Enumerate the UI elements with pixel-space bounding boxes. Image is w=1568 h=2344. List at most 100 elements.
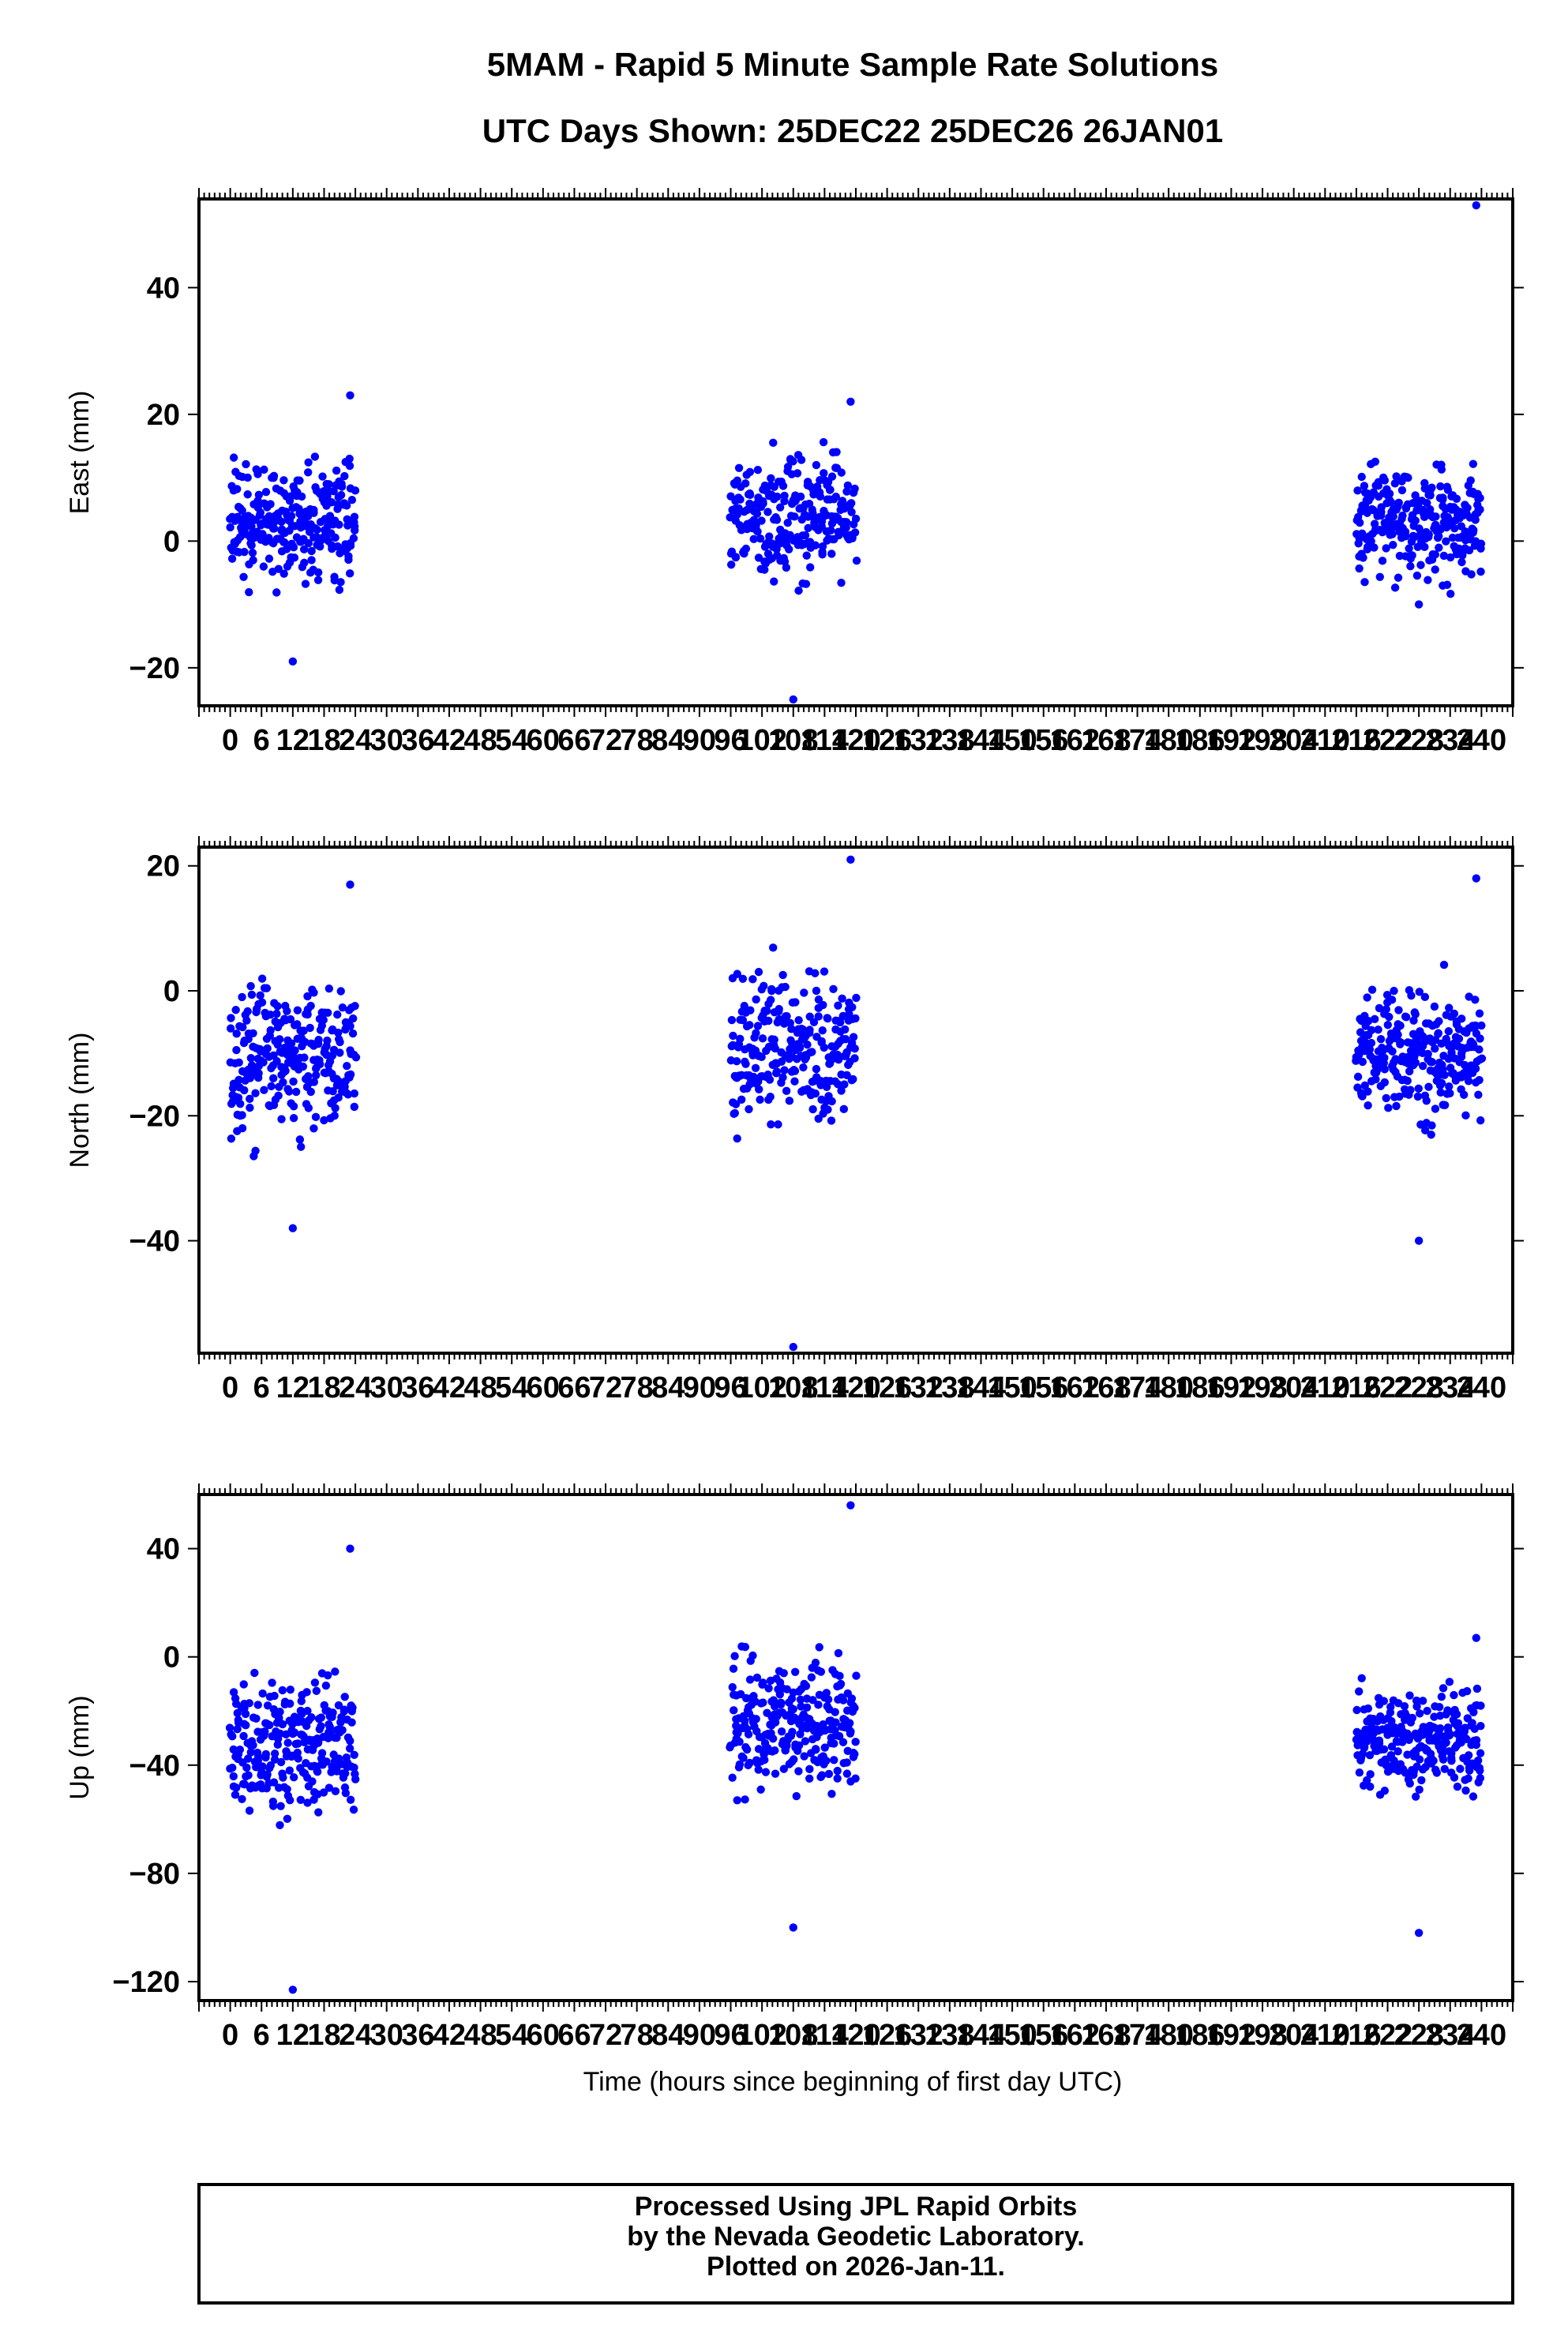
data-point (754, 1765, 763, 1774)
x-tick-label: 174 (1112, 1371, 1162, 1405)
data-point (270, 1749, 279, 1758)
x-tick-label: 216 (1331, 724, 1381, 757)
data-point (760, 981, 768, 991)
data-point (1423, 1706, 1431, 1716)
data-point (1472, 874, 1480, 883)
data-point (333, 1010, 342, 1019)
data-point (284, 1087, 294, 1096)
data-point (1442, 580, 1452, 589)
data-point (313, 525, 321, 534)
data-point (314, 1808, 323, 1817)
data-point (341, 1788, 351, 1798)
data-point (1435, 1017, 1443, 1026)
data-point (801, 579, 811, 588)
data-point (852, 556, 861, 565)
data-point (246, 981, 255, 991)
data-point (276, 1821, 284, 1829)
data-point (842, 1758, 851, 1767)
x-tick-label: 228 (1394, 724, 1443, 757)
data-point (1364, 1101, 1372, 1110)
y-tick-label: 0 (163, 975, 180, 1008)
data-point (811, 1658, 820, 1667)
data-point (1415, 1755, 1424, 1764)
data-point (1424, 576, 1432, 584)
x-tick-label: 132 (894, 724, 943, 757)
x-tick-label: 204 (1269, 2019, 1319, 2052)
data-point (778, 970, 787, 980)
data-point (258, 1762, 267, 1771)
x-tick-label: 96 (714, 2019, 747, 2052)
data-point (1439, 960, 1449, 969)
data-point (1423, 499, 1431, 508)
data-point (304, 458, 313, 467)
data-point (742, 1745, 752, 1754)
data-point (808, 1104, 817, 1114)
data-point (746, 1006, 755, 1014)
data-point (771, 1746, 779, 1755)
data-point (247, 990, 257, 999)
y-tick-label: 40 (147, 1533, 180, 1566)
data-point (816, 1667, 826, 1676)
data-point (764, 1684, 773, 1693)
data-point (1476, 493, 1484, 503)
data-point (822, 1689, 831, 1697)
x-tick-label: 138 (925, 1371, 974, 1405)
data-point (1358, 529, 1367, 538)
data-point (846, 1501, 855, 1510)
x-tick-label: 126 (862, 1371, 912, 1405)
data-point (849, 1033, 858, 1041)
data-point (323, 1008, 332, 1017)
data-point (315, 1059, 324, 1069)
data-point (1474, 1090, 1483, 1099)
x-tick-label: 18 (307, 724, 340, 757)
data-point (838, 1696, 848, 1705)
data-point (1412, 571, 1422, 580)
data-point (1394, 1747, 1402, 1756)
data-point (350, 1763, 358, 1772)
data-point (1453, 1782, 1462, 1791)
data-point (1382, 544, 1390, 553)
y-tick-label: 20 (147, 850, 180, 883)
data-point (342, 501, 351, 510)
data-point (1415, 1709, 1424, 1718)
data-point (1471, 1064, 1480, 1073)
x-tick-label: 36 (401, 724, 434, 757)
data-point (821, 511, 830, 520)
data-point (812, 986, 821, 996)
data-point (741, 1795, 749, 1804)
data-point (238, 506, 246, 516)
data-point (251, 1089, 260, 1097)
x-tick-label: 36 (401, 1371, 434, 1405)
data-point (290, 1728, 299, 1737)
data-point (282, 545, 291, 553)
data-point (257, 974, 267, 983)
data-point (815, 1643, 823, 1652)
x-tick-label: 228 (1394, 2019, 1443, 2052)
x-tick-label: 216 (1331, 1371, 1381, 1405)
data-point (258, 1689, 267, 1698)
data-point (726, 561, 736, 569)
data-point (791, 998, 800, 1007)
x-tick-label: 90 (683, 724, 716, 757)
data-point (1420, 992, 1430, 1002)
data-point (774, 1120, 782, 1129)
data-point (730, 1706, 738, 1715)
data-point (241, 1709, 250, 1719)
data-point (1457, 1014, 1466, 1023)
x-tick-label: 150 (987, 1371, 1037, 1405)
x-tick-label: 156 (1018, 2019, 1068, 2052)
data-point (1464, 1751, 1473, 1760)
data-point (348, 1014, 358, 1023)
x-tick-label: 30 (370, 724, 403, 757)
data-point (767, 474, 775, 483)
data-point (310, 452, 320, 461)
data-point (289, 542, 298, 552)
data-point (306, 1023, 314, 1033)
data-point (1364, 1017, 1373, 1026)
data-point (1378, 557, 1387, 565)
data-point (1415, 524, 1424, 533)
data-point (845, 1719, 854, 1727)
data-point (297, 1697, 306, 1705)
data-point (330, 1111, 339, 1120)
data-point (264, 554, 274, 563)
